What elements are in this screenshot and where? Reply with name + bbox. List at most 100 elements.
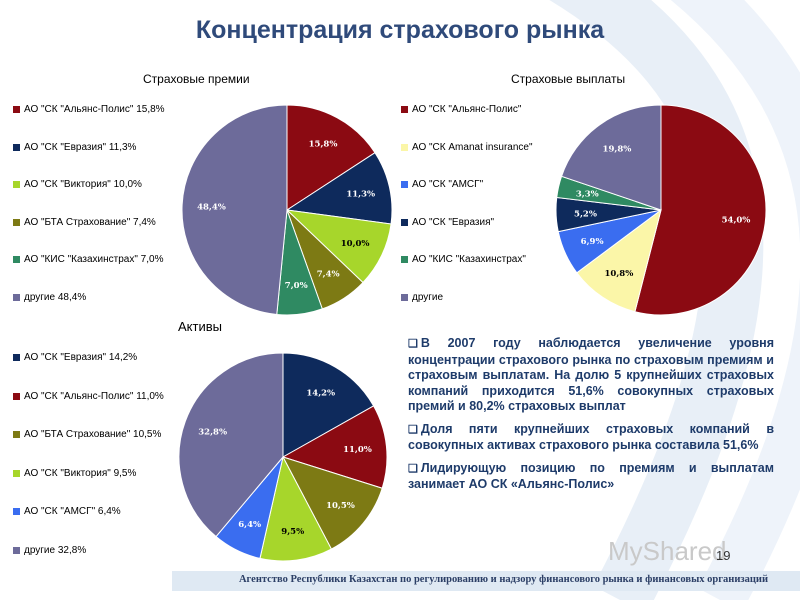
legend-swatch — [13, 218, 20, 226]
legend-swatch — [13, 354, 20, 361]
legend-item: АО "СК "Виктория" 9,5% — [13, 468, 136, 479]
legend-swatch — [401, 218, 408, 226]
legend-swatch — [401, 181, 408, 188]
slice-value-label: 9,5% — [281, 527, 304, 537]
bullet-2: ❑ Доля пяти крупнейших страховых компаний… — [408, 421, 774, 453]
legend-item: АО "СК "АМСГ" 6,4% — [13, 506, 121, 517]
summary-text: ❑ В 2007 году наблюдается увеличение уров… — [408, 336, 774, 500]
slice-value-label: 11,3% — [346, 189, 375, 199]
slice-value-label: 14,2% — [306, 388, 335, 398]
chart-title-premiums: Страховые премии — [143, 72, 250, 86]
legend-label: АО "КИС "Казахинстрах" 7,0% — [24, 254, 164, 265]
legend-item: АО "КИС "Казахинстрах" — [401, 254, 526, 265]
legend-label: АО "КИС "Казахинстрах" — [412, 254, 526, 265]
slice-value-label: 5,2% — [574, 209, 597, 219]
footer-text: Агентство Республики Казахстан по регули… — [238, 574, 768, 585]
slice-value-label: 3,3% — [576, 189, 599, 199]
legend-item: АО "СК "АМСГ" — [401, 179, 483, 190]
legend-swatch — [13, 293, 20, 301]
pie-slice — [634, 104, 767, 316]
legend-swatch — [401, 106, 408, 113]
checkbox-bullet-icon: ❑ — [408, 423, 418, 436]
legend-label: АО "БТА Страхование" 7,4% — [24, 216, 156, 228]
legend-item: АО "БТА Страхование" 7,4% — [13, 217, 156, 228]
legend-item: АО "СК "Альянс-Полис" — [401, 104, 521, 115]
slice-value-label: 11,0% — [343, 445, 372, 455]
legend-label: АО "СК Amanat insurance" — [412, 141, 533, 153]
legend-swatch — [401, 256, 408, 263]
legend-label: АО "СК "Евразия" — [412, 216, 495, 228]
pie-slice — [259, 455, 333, 562]
pie-slice — [178, 352, 284, 538]
footer-bar: Агентство Республики Казахстан по регули… — [172, 571, 800, 591]
pie-slice — [576, 208, 662, 313]
legend-swatch — [401, 143, 408, 151]
legend-item: АО "СК "Евразия" 14,2% — [13, 352, 137, 363]
legend-label: АО "СК "Евразия" 14,2% — [24, 352, 138, 363]
legend-swatch — [13, 508, 20, 515]
legend-item: АО "КИС "Казахинстрах" 7,0% — [13, 254, 163, 265]
legend-swatch — [13, 106, 20, 113]
slice-value-label: 10,8% — [605, 269, 634, 279]
pie-slice — [281, 405, 388, 489]
checkbox-bullet-icon: ❑ — [408, 338, 418, 350]
slice-value-label: 7,4% — [317, 269, 340, 279]
legend-label: АО "БТА Страхование" 10,5% — [24, 429, 162, 440]
slice-value-label: 10,5% — [326, 501, 355, 511]
slice-value-label: 54,0% — [722, 215, 751, 225]
legend-label: АО "СК "Альянс-Полис" 15,8% — [24, 104, 165, 115]
legend-item: другие 32,8% — [13, 545, 86, 556]
legend-label: АО "СК "Альянс-Полис" — [412, 104, 522, 115]
legend-label: АО "СК "Евразия" 11,3% — [24, 141, 137, 153]
pie-slice — [282, 352, 375, 458]
pie-chart-assets: 14,2% 11,0% 10,5% 9,5% 6,4% 32,8% — [178, 352, 388, 562]
legend-item: другие 48,4% — [13, 292, 86, 303]
legend-swatch — [401, 293, 408, 301]
legend-item: АО "СК "Евразия" — [401, 217, 494, 228]
legend-label: другие — [412, 291, 444, 303]
legend-item: АО "СК "Альянс-Полис" 15,8% — [13, 104, 165, 115]
legend-label: АО "СК "Виктория" 9,5% — [24, 467, 137, 479]
legend-item: другие — [401, 292, 443, 303]
legend-label: АО "СК "АМСГ" 6,4% — [24, 506, 121, 517]
pie-slice — [286, 104, 376, 211]
checkbox-bullet-icon: ❑ — [408, 462, 418, 475]
slice-value-label: 15,8% — [309, 140, 338, 150]
legend-item: АО "СК "Альянс-Полис" 11,0% — [13, 391, 164, 402]
chart-title-payouts: Страховые выплаты — [511, 72, 626, 86]
pie-slice — [281, 456, 383, 550]
legend-label: АО "СК "Альянс-Полис" 11,0% — [24, 390, 164, 402]
legend-item: АО "СК Amanat insurance" — [401, 142, 533, 153]
watermark: MyShared — [608, 536, 727, 566]
pie-slice — [181, 104, 288, 316]
legend-item: АО "СК "Евразия" 11,3% — [13, 142, 136, 153]
pie-slice — [560, 104, 662, 211]
slice-value-label: 6,9% — [581, 237, 604, 247]
bullet-1: ❑ В 2007 году наблюдается увеличение уров… — [408, 336, 774, 413]
slice-value-label: 32,8% — [198, 427, 227, 437]
legend-swatch — [13, 469, 20, 477]
page-title: Концентрация страхового рынка — [195, 16, 605, 44]
legend-swatch — [13, 256, 20, 263]
legend-item: АО "СК "Виктория" 10,0% — [13, 179, 142, 190]
slice-value-label: 7,0% — [285, 281, 308, 291]
slice-value-label: 19,8% — [603, 145, 632, 155]
legend-label: другие 48,4% — [24, 291, 87, 303]
legend-swatch — [13, 392, 20, 400]
slice-value-label: 10,0% — [341, 239, 370, 249]
legend-label: другие 32,8% — [24, 544, 87, 556]
pie-chart-payouts: 54,0% 10,8% 6,9% 5,2% 3,3% 19,8% — [555, 104, 767, 316]
legend-swatch — [13, 431, 20, 438]
pie-slice — [285, 152, 393, 225]
pie-chart-premiums: 15,8% 11,3% 10,0% 7,4% 7,0% 48,4% — [181, 104, 393, 316]
slice-value-label: 48,4% — [197, 202, 226, 212]
legend-swatch — [13, 143, 20, 151]
legend-label: АО "СК "Виктория" 10,0% — [24, 179, 142, 190]
chart-title-assets: Активы — [178, 319, 222, 334]
page-number: 19 — [716, 548, 731, 563]
bullet-3: ❑ Лидирующую позицию по премиям и выплата… — [408, 460, 774, 492]
legend-item: АО "БТА Страхование" 10,5% — [13, 429, 161, 440]
legend-label: АО "СК "АМСГ" — [412, 179, 484, 190]
legend-swatch — [13, 181, 20, 188]
slice-value-label: 6,4% — [238, 520, 261, 530]
